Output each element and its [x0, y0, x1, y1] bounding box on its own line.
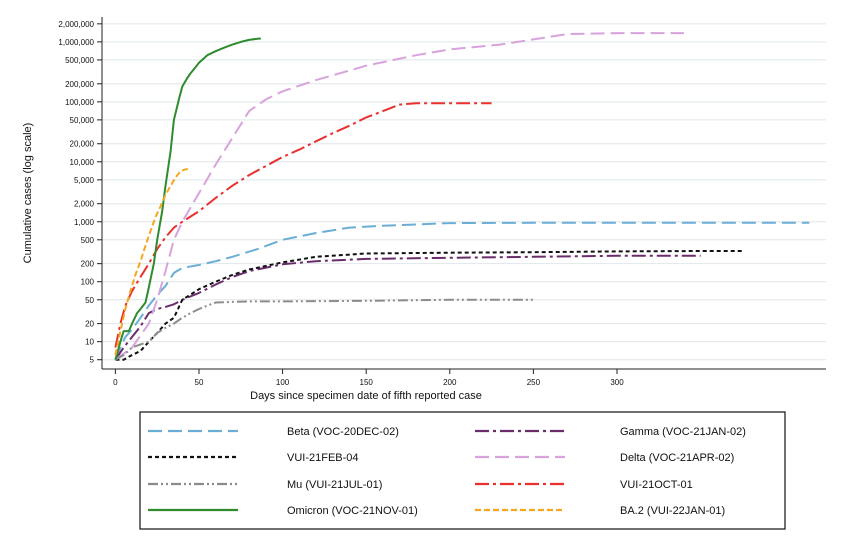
axes: 51020501002005001,0002,0005,00010,00020,…: [58, 17, 826, 387]
legend-label-0: Beta (VOC-20DEC-02): [287, 426, 399, 438]
legend-label-6: Omicron (VOC-21NOV-01): [287, 505, 418, 517]
y-tick-label: 200,000: [65, 80, 94, 89]
series-line-3: [114, 32, 684, 361]
y-tick-label: 2,000,000: [58, 20, 94, 29]
y-tick-label: 5,000: [74, 176, 95, 185]
series-line-1: [114, 254, 701, 361]
y-tick-label: 500,000: [65, 56, 94, 65]
x-tick-label: 0: [113, 378, 118, 387]
y-tick-label: 100,000: [65, 98, 94, 107]
x-tick-label: 250: [527, 378, 541, 387]
legend-label-3: Delta (VOC-21APR-02): [620, 452, 734, 464]
y-tick-label: 1,000,000: [58, 38, 94, 47]
legend-box: [139, 411, 786, 530]
x-axis-label: Days since specimen date of fifth report…: [250, 390, 482, 402]
series-line-2: [115, 250, 743, 361]
y-tick-label: 1,000: [74, 218, 95, 227]
x-tick-label: 150: [360, 378, 374, 387]
y-tick-label: 200: [81, 260, 95, 269]
legend-label-7: BA.2 (VUI-22JAN-01): [620, 505, 725, 517]
series-line-0: [114, 221, 810, 361]
y-tick-label: 2,000: [74, 200, 95, 209]
series-line-6: [114, 37, 261, 360]
grid-lines: [102, 23, 826, 361]
x-tick-label: 50: [195, 378, 204, 387]
x-tick-label: 100: [276, 378, 290, 387]
y-tick-label: 500: [81, 236, 95, 245]
series-line-5: [114, 102, 492, 348]
series-line-4: [114, 298, 534, 361]
series-layer: [114, 32, 810, 361]
legend-label-5: VUI-21OCT-01: [620, 479, 693, 491]
y-tick-label: 10: [85, 338, 94, 347]
y-tick-label: 20,000: [70, 140, 95, 149]
legend-label-1: Gamma (VOC-21JAN-02): [620, 426, 746, 438]
y-axis-label: Cumulative cases (log scale): [22, 123, 34, 264]
legend: Beta (VOC-20DEC-02) Gamma (VOC-21JAN-02) V…: [139, 411, 786, 530]
y-tick-label: 50,000: [70, 116, 95, 125]
y-tick-label: 100: [81, 278, 95, 287]
y-tick-label: 20: [85, 320, 94, 329]
y-tick-label: 50: [85, 296, 94, 305]
legend-label-4: Mu (VUI-21JUL-01): [287, 479, 382, 491]
series-line-7: [114, 168, 191, 356]
x-tick-label: 300: [610, 378, 624, 387]
legend-label-2: VUI-21FEB-04: [287, 452, 359, 464]
y-tick-label: 5: [90, 356, 95, 365]
x-tick-label: 200: [443, 378, 457, 387]
y-tick-label: 10,000: [70, 158, 95, 167]
